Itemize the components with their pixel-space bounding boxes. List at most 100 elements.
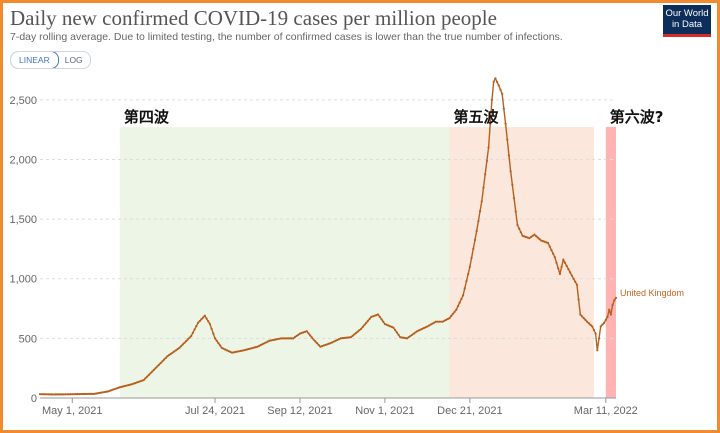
data-point [351,334,354,337]
data-point [161,360,164,363]
data-point [536,236,539,239]
data-point [405,337,409,340]
data-point [368,317,371,320]
data-point [339,337,342,340]
data-point [397,333,400,336]
data-point [247,347,251,351]
data-point [434,320,437,323]
data-point [451,312,454,316]
data-point [613,299,616,302]
data-point [283,337,286,340]
data-point [88,392,91,396]
data-point [59,393,62,396]
data-point [580,315,584,318]
data-point [582,316,585,320]
data-point [259,343,262,347]
data-point [292,337,295,340]
y-tick-label: 1,500 [9,214,37,226]
data-point [156,365,159,368]
data-point [565,264,568,268]
data-point [562,258,565,261]
data-point [489,122,492,125]
data-point [426,325,429,328]
data-point [57,393,60,396]
data-point [601,323,604,326]
data-point [332,340,336,343]
data-point [149,372,152,375]
data-point [307,332,310,335]
data-point [193,328,196,331]
data-point [135,381,138,384]
data-point [280,337,283,340]
data-point [334,339,337,342]
data-point [123,384,127,388]
data-point [353,333,356,336]
data-point [176,348,179,351]
data-point [103,390,106,394]
data-point [409,334,412,338]
data-point [485,159,488,163]
data-point [584,318,587,321]
data-point [448,316,451,320]
data-point [298,332,302,335]
data-point [290,337,293,340]
data-point [312,338,315,341]
data-point [480,200,483,203]
data-point [411,333,414,336]
data-point [91,392,94,395]
data-point [76,393,79,396]
data-point [516,223,519,227]
data-point [424,326,427,329]
data-point [45,393,48,396]
data-point [324,343,327,347]
y-tick-label: 500 [19,333,37,345]
owid-logo[interactable]: Our World in Data [663,5,711,37]
data-point [429,323,432,326]
x-tick-label: Nov 1, 2021 [355,405,414,417]
logo-line-2: in Data [671,19,703,30]
data-point [72,393,76,396]
data-point [608,308,611,311]
data-point [84,392,87,396]
data-point [586,320,589,323]
data-point [42,393,45,396]
data-point [309,334,312,337]
data-point [40,393,43,396]
data-point [38,393,42,396]
linear-scale-button[interactable]: LINEAR [10,52,59,68]
data-point [404,336,407,340]
data-point [360,327,363,330]
data-point [327,342,330,345]
data-point [589,323,592,326]
data-point [130,383,133,386]
data-point [526,236,529,239]
x-tick-label: Sep 12, 2021 [267,405,332,417]
data-point [377,313,380,316]
y-tick-label: 2,000 [9,154,37,166]
data-point [492,80,495,84]
data-point [210,327,213,330]
data-point [343,336,346,340]
data-point [506,138,509,141]
data-point [229,350,232,353]
data-point [244,348,247,351]
data-point [232,351,235,354]
data-point [416,330,419,333]
log-scale-button[interactable]: LOG [64,55,83,65]
data-point [305,330,308,333]
data-point [173,350,176,353]
data-point [511,183,514,186]
data-point [531,234,534,237]
data-point [224,348,227,351]
data-point [98,391,101,395]
data-point [261,343,264,346]
data-point [168,353,171,357]
data-point [52,393,55,396]
data-point [577,298,580,301]
data-point [375,314,378,317]
data-point [115,387,118,390]
data-point [166,355,169,358]
data-point [575,283,579,286]
data-point [127,384,130,387]
data-point [370,315,373,318]
